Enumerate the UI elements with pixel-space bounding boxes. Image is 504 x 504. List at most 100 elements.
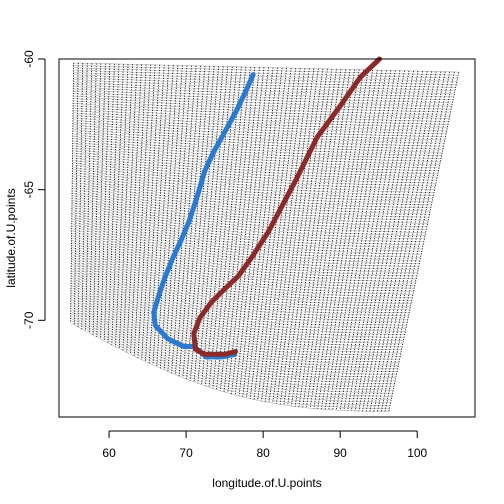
mesh-row — [73, 79, 455, 94]
mesh-row — [70, 282, 400, 360]
mesh-row — [70, 320, 390, 409]
mesh-row — [72, 162, 433, 202]
mesh-row — [70, 280, 401, 357]
mesh-row — [73, 107, 447, 131]
mesh-row — [72, 188, 426, 236]
mesh-row — [71, 266, 405, 338]
mesh-row — [72, 147, 436, 184]
mesh-column — [85, 63, 93, 331]
series-layer — [151, 56, 382, 360]
mesh-row — [72, 183, 427, 230]
mesh-row — [72, 192, 424, 243]
mesh-row — [72, 169, 431, 212]
mesh-row — [70, 296, 396, 378]
mesh-row — [72, 173, 429, 218]
mesh-row — [73, 114, 445, 141]
mesh-column — [115, 64, 129, 347]
mesh-row — [70, 308, 393, 394]
mesh-row — [70, 322, 389, 412]
mesh-column — [107, 63, 120, 343]
mesh-row — [72, 133, 440, 165]
x-axis-title: longitude.of.U.points — [212, 476, 321, 490]
mesh-row — [71, 209, 420, 264]
mesh-row — [71, 232, 413, 295]
mesh-row — [71, 228, 415, 289]
mesh-row — [71, 277, 401, 354]
mesh-column — [287, 69, 337, 406]
mesh-row — [72, 128, 441, 159]
mesh-row — [71, 242, 411, 307]
mesh-row — [73, 74, 456, 88]
mesh-row — [71, 273, 403, 348]
y-axis-title: latitude.of.U.points — [4, 188, 18, 287]
mesh-row — [72, 195, 424, 246]
mesh-row — [72, 124, 443, 153]
mesh-row — [70, 294, 397, 375]
mesh-row — [70, 301, 395, 385]
mesh-row — [71, 256, 407, 326]
x-tick-label: 90 — [334, 446, 348, 460]
mesh-column — [249, 68, 292, 399]
mesh-row — [70, 310, 392, 397]
mesh-row — [72, 143, 438, 178]
mesh-row — [71, 270, 403, 345]
mesh-column — [201, 66, 233, 385]
mesh-row — [70, 284, 399, 363]
y-tick-label: -60 — [22, 50, 36, 68]
mesh-row — [73, 88, 452, 107]
mesh-row — [71, 258, 406, 329]
mesh-column — [253, 68, 297, 400]
mesh-row — [72, 140, 438, 175]
mesh-row — [72, 185, 426, 233]
mesh-row — [71, 251, 408, 320]
mesh-column — [174, 65, 201, 375]
mesh-row — [70, 303, 394, 388]
mesh-row — [71, 235, 413, 298]
mesh-row — [72, 159, 433, 199]
mesh-row — [71, 263, 405, 335]
mesh-column — [227, 67, 265, 393]
plot-frame — [58, 58, 476, 418]
mesh-row — [73, 69, 457, 82]
mesh-column — [283, 68, 333, 406]
mesh-row — [73, 110, 447, 135]
mesh-column — [197, 66, 229, 384]
mesh-row — [72, 131, 441, 162]
mesh-row — [73, 98, 450, 119]
mesh-row — [73, 93, 451, 113]
mesh-column — [317, 69, 374, 409]
mesh-row — [71, 214, 419, 270]
mesh-row — [71, 216, 418, 273]
x-axis: 60 70 80 90 100 — [102, 430, 428, 460]
mesh-row — [70, 318, 390, 406]
mesh-row — [72, 178, 428, 224]
mesh-row — [71, 237, 412, 301]
mesh-column — [216, 67, 251, 390]
mesh-row — [72, 164, 432, 206]
mesh-row — [71, 275, 402, 351]
series-line-2 — [191, 56, 382, 357]
mesh-row — [72, 166, 431, 209]
mesh-row — [73, 72, 457, 85]
mesh-row — [73, 105, 448, 128]
mesh-row — [71, 204, 421, 258]
mesh-row — [73, 84, 454, 101]
mesh-column — [182, 66, 210, 378]
mesh-row — [71, 261, 406, 332]
mesh-row — [70, 306, 394, 391]
mesh-row — [73, 112, 446, 138]
mesh-row — [70, 299, 396, 382]
mesh-row — [72, 152, 435, 190]
mesh-row — [71, 211, 419, 267]
mesh-row — [72, 138, 439, 172]
mesh-row — [73, 86, 453, 104]
mesh-column — [159, 65, 183, 369]
mesh-row — [72, 180, 427, 227]
x-tick-label: 70 — [179, 446, 193, 460]
mesh-column — [257, 68, 301, 401]
mesh-row — [72, 126, 442, 156]
mesh-row — [73, 102, 448, 125]
mesh-column — [309, 69, 365, 409]
series-line-1 — [151, 72, 256, 360]
